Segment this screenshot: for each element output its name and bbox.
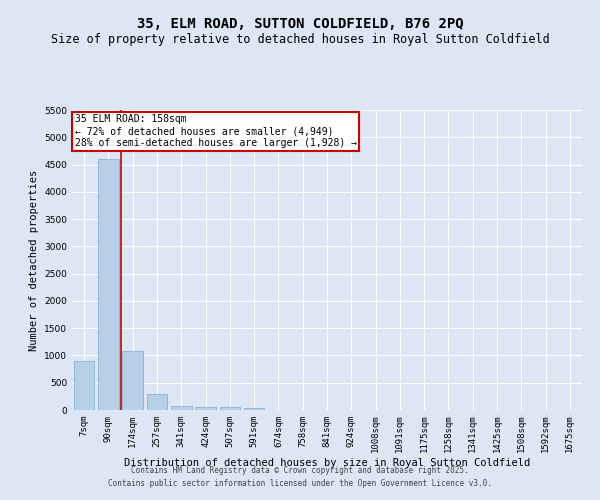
Text: 35 ELM ROAD: 158sqm
← 72% of detached houses are smaller (4,949)
28% of semi-det: 35 ELM ROAD: 158sqm ← 72% of detached ho…	[74, 114, 356, 148]
Y-axis label: Number of detached properties: Number of detached properties	[29, 170, 38, 350]
Text: Size of property relative to detached houses in Royal Sutton Coldfield: Size of property relative to detached ho…	[50, 32, 550, 46]
Bar	[74, 361, 94, 410]
Bar	[220, 408, 240, 410]
X-axis label: Distribution of detached houses by size in Royal Sutton Coldfield: Distribution of detached houses by size …	[124, 458, 530, 468]
Text: 35, ELM ROAD, SUTTON COLDFIELD, B76 2PQ: 35, ELM ROAD, SUTTON COLDFIELD, B76 2PQ	[137, 18, 463, 32]
Bar	[244, 408, 265, 410]
Text: Contains HM Land Registry data © Crown copyright and database right 2025.
Contai: Contains HM Land Registry data © Crown c…	[108, 466, 492, 487]
Bar	[98, 159, 119, 410]
Bar	[171, 406, 191, 410]
Bar	[195, 406, 216, 410]
Bar	[122, 351, 143, 410]
Bar	[146, 394, 167, 410]
